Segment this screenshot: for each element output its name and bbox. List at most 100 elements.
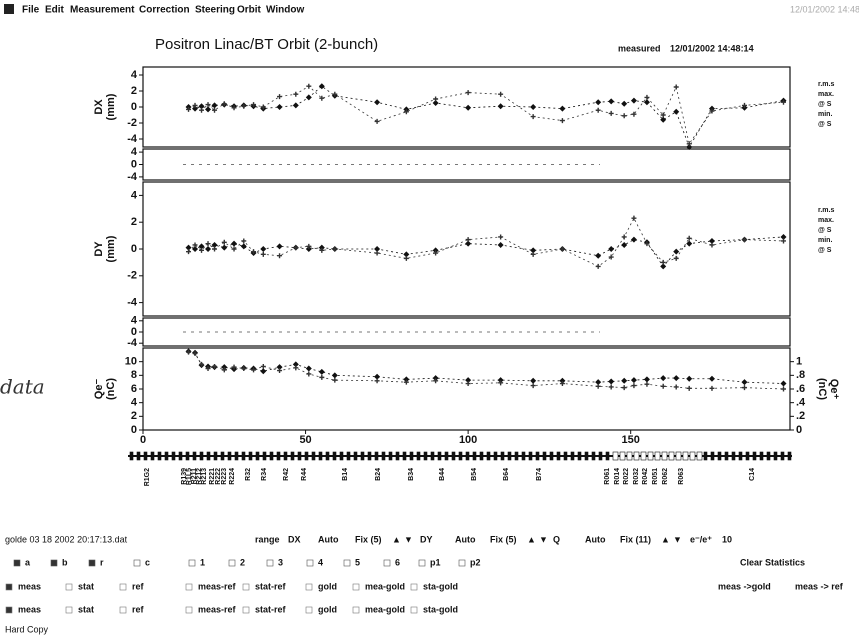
menu-item[interactable]: Correction: [139, 5, 190, 16]
checkbox-label[interactable]: stat-ref: [255, 604, 287, 614]
point: [221, 101, 227, 107]
checkbox[interactable]: [119, 606, 127, 614]
select-box[interactable]: [133, 559, 141, 567]
select-box[interactable]: [188, 559, 196, 567]
select-box[interactable]: [228, 559, 236, 567]
checkbox-label[interactable]: ref: [132, 604, 145, 614]
series-line: [188, 236, 784, 268]
y-tick-label: -2: [127, 270, 137, 282]
range-control[interactable]: DX: [288, 534, 301, 544]
beamline-element: [367, 451, 372, 461]
action-button[interactable]: meas -> ref: [795, 581, 844, 591]
checkbox-label[interactable]: mea-gold: [365, 581, 405, 591]
checkbox[interactable]: [410, 606, 418, 614]
range-control[interactable]: Auto: [585, 534, 606, 544]
select-box[interactable]: [383, 559, 391, 567]
point: [741, 237, 747, 243]
beamline-element: [626, 451, 633, 461]
checkbox[interactable]: [65, 583, 73, 591]
select-option[interactable]: 3: [278, 557, 283, 567]
select-box[interactable]: [13, 559, 21, 567]
menu-item[interactable]: Measurement: [70, 5, 135, 16]
range-control[interactable]: ▼: [404, 534, 413, 544]
element-label: B74: [536, 468, 543, 481]
range-control[interactable]: Fix (5): [355, 534, 382, 544]
checkbox[interactable]: [5, 606, 13, 614]
checkbox[interactable]: [65, 606, 73, 614]
menu-item[interactable]: Steering: [195, 5, 235, 16]
checkbox[interactable]: [242, 583, 250, 591]
range-control[interactable]: ▲: [527, 534, 536, 544]
range-control[interactable]: Fix (5): [490, 534, 517, 544]
y2-tick-label: .2: [796, 410, 805, 422]
select-option[interactable]: 2: [240, 557, 245, 567]
select-option[interactable]: r: [100, 557, 104, 567]
select-box[interactable]: [458, 559, 466, 567]
checkbox[interactable]: [185, 606, 193, 614]
select-box[interactable]: [266, 559, 274, 567]
range-control[interactable]: ▲: [392, 534, 401, 544]
select-option[interactable]: c: [145, 557, 150, 567]
action-button[interactable]: meas ->gold: [718, 581, 771, 591]
beamline-element: [661, 451, 668, 461]
checkbox-label[interactable]: stat-ref: [255, 581, 287, 591]
select-option[interactable]: 6: [395, 557, 400, 567]
checkbox[interactable]: [5, 583, 13, 591]
point: [595, 263, 601, 269]
range-control[interactable]: 10: [722, 534, 732, 544]
range-control[interactable]: ▼: [539, 534, 548, 544]
select-box[interactable]: [306, 559, 314, 567]
range-control[interactable]: DY: [420, 534, 433, 544]
checkbox-label[interactable]: meas-ref: [198, 581, 237, 591]
checkbox[interactable]: [185, 583, 193, 591]
range-control[interactable]: ▲: [661, 534, 670, 544]
beamline-element: [633, 451, 640, 461]
checkbox-label[interactable]: ref: [132, 581, 145, 591]
select-option[interactable]: a: [25, 557, 31, 567]
range-control[interactable]: Auto: [455, 534, 476, 544]
select-box[interactable]: [88, 559, 96, 567]
checkbox[interactable]: [305, 606, 313, 614]
checkbox[interactable]: [305, 583, 313, 591]
element-label: R042: [642, 468, 649, 485]
beamline-element: [437, 451, 442, 461]
checkbox-label[interactable]: gold: [318, 604, 337, 614]
menu-item[interactable]: Orbit: [237, 5, 262, 16]
menu-item[interactable]: File: [22, 5, 40, 16]
range-control[interactable]: ▼: [673, 534, 682, 544]
checkbox[interactable]: [352, 583, 360, 591]
checkbox[interactable]: [119, 583, 127, 591]
checkbox-label[interactable]: sta-gold: [423, 604, 458, 614]
menu-item[interactable]: Window: [266, 5, 304, 16]
checkbox-label[interactable]: meas-ref: [198, 604, 237, 614]
checkbox[interactable]: [352, 606, 360, 614]
clear-button[interactable]: Clear Statistics: [740, 557, 805, 567]
select-option[interactable]: p2: [470, 557, 481, 567]
range-control[interactable]: Fix (11): [620, 534, 651, 544]
select-option[interactable]: 4: [318, 557, 323, 567]
select-box[interactable]: [343, 559, 351, 567]
select-option[interactable]: p1: [430, 557, 441, 567]
checkbox[interactable]: [242, 606, 250, 614]
point: [608, 98, 615, 105]
checkbox-label[interactable]: stat: [78, 581, 94, 591]
menu-item[interactable]: Edit: [45, 5, 65, 16]
range-control[interactable]: e⁻/e⁺: [690, 534, 712, 544]
hard-copy-button[interactable]: Hard Copy: [5, 624, 49, 634]
checkbox-label[interactable]: meas: [18, 581, 41, 591]
select-box[interactable]: [50, 559, 58, 567]
select-box[interactable]: [418, 559, 426, 567]
checkbox-label[interactable]: stat: [78, 604, 94, 614]
select-option[interactable]: 5: [355, 557, 360, 567]
select-option[interactable]: 1: [200, 557, 205, 567]
range-control[interactable]: Q: [553, 534, 560, 544]
checkbox-label[interactable]: gold: [318, 581, 337, 591]
range-control[interactable]: Auto: [318, 534, 339, 544]
checkbox[interactable]: [410, 583, 418, 591]
checkbox-label[interactable]: meas: [18, 604, 41, 614]
checkbox-label[interactable]: sta-gold: [423, 581, 458, 591]
beamline-element: [528, 451, 533, 461]
select-option[interactable]: b: [62, 557, 68, 567]
checkbox-label[interactable]: mea-gold: [365, 604, 405, 614]
